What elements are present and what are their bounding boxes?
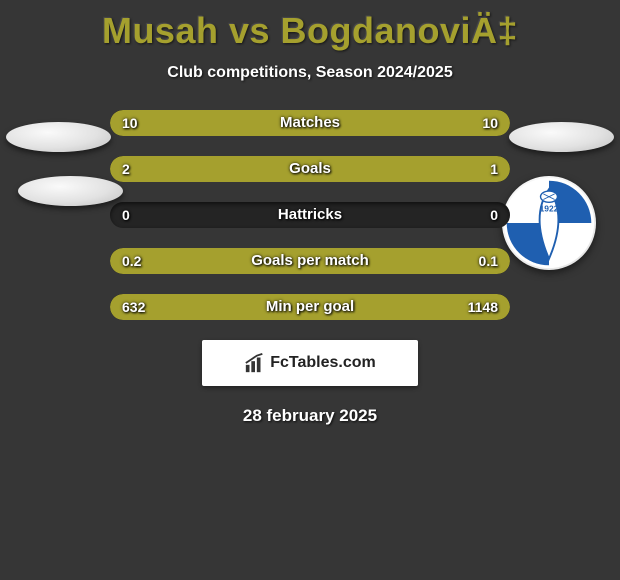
stat-label: Goals (110, 156, 510, 182)
date-line: 28 february 2025 (0, 406, 620, 426)
stat-row: 21Goals (110, 156, 510, 182)
brand-text: FcTables.com (270, 354, 376, 372)
page-title: Musah vs BogdanoviÄ‡ (0, 0, 620, 52)
stat-label: Hattricks (110, 202, 510, 228)
stat-row: 00Hattricks (110, 202, 510, 228)
stat-label: Matches (110, 110, 510, 136)
chart-icon (244, 352, 266, 374)
subtitle: Club competitions, Season 2024/2025 (0, 64, 620, 82)
stats-container: 1010Matches 21Goals 00Hattricks 0.20.1Goals… (0, 110, 620, 320)
stat-row: 1010Matches (110, 110, 510, 136)
stat-label: Min per goal (110, 294, 510, 320)
stat-label: Goals per match (110, 248, 510, 274)
brand-box[interactable]: FcTables.com (202, 340, 418, 386)
stat-row: 0.20.1Goals per match (110, 248, 510, 274)
stat-row: 6321148Min per goal (110, 294, 510, 320)
